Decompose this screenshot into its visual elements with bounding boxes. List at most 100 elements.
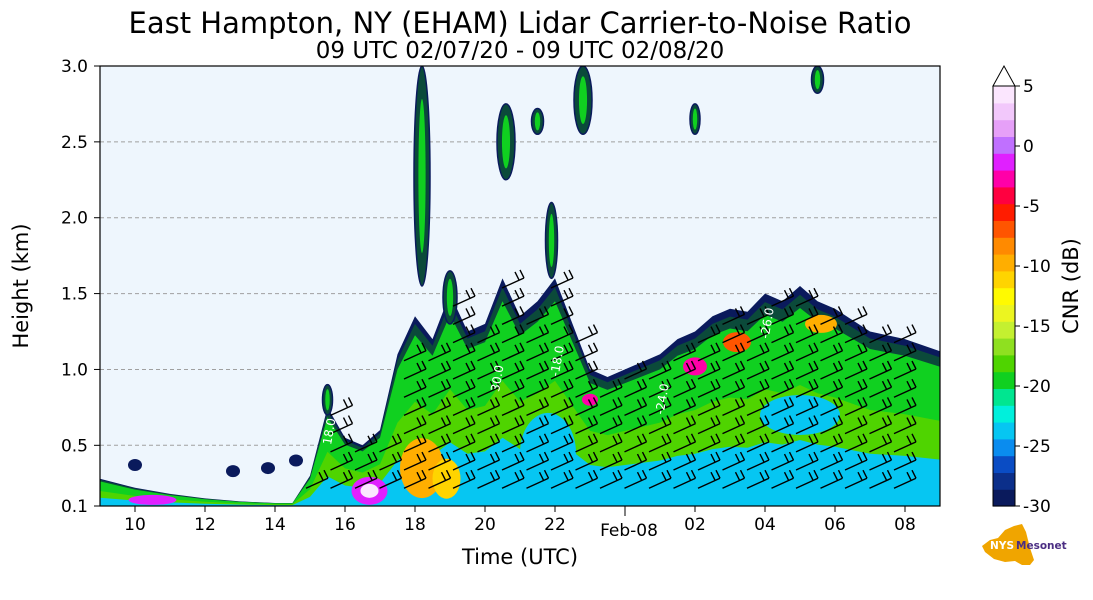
wind-barb xyxy=(820,397,844,417)
contour-label: 30.0 xyxy=(488,364,506,393)
wind-barb xyxy=(746,324,770,344)
cnr-patch xyxy=(582,393,598,406)
wind-barb xyxy=(379,433,403,453)
wind-barb xyxy=(673,469,697,489)
wind-barb xyxy=(820,324,844,344)
wind-barb xyxy=(452,415,476,435)
wind-barb xyxy=(697,397,721,417)
wind-barb xyxy=(697,378,721,398)
wind-barb xyxy=(575,469,599,489)
wind-barb xyxy=(599,397,623,417)
cloud-plume-core xyxy=(325,389,330,411)
wind-barb xyxy=(820,451,844,471)
wind-barb xyxy=(624,397,648,417)
cnr-patch xyxy=(760,394,840,435)
wind-barb xyxy=(820,360,844,380)
wind-barb xyxy=(746,415,770,435)
wind-barb xyxy=(771,287,795,307)
wind-barb xyxy=(575,433,599,453)
wind-barb xyxy=(550,415,574,435)
wind-barb xyxy=(795,415,819,435)
wind-barb xyxy=(673,378,697,398)
wind-barb xyxy=(379,451,403,471)
colorbar-swatch xyxy=(993,170,1015,188)
wind-barb xyxy=(428,433,452,453)
wind-barb xyxy=(771,397,795,417)
wind-barb xyxy=(452,360,476,380)
cnr-blob xyxy=(289,454,303,467)
wind-barb xyxy=(550,306,574,326)
wind-barb xyxy=(599,451,623,471)
wind-barb xyxy=(820,415,844,435)
wind-barb xyxy=(403,378,427,398)
x-tick-label: 22 xyxy=(544,515,566,535)
contour-label: -18.0 xyxy=(548,345,567,378)
colorbar-swatch xyxy=(993,86,1015,104)
colorbar-tick-label: -5 xyxy=(1023,197,1040,217)
wind-barb xyxy=(893,324,917,344)
wind-barb xyxy=(869,397,893,417)
wind-barb xyxy=(550,378,574,398)
y-tick-label: 1.0 xyxy=(61,360,88,380)
wind-barb xyxy=(722,433,746,453)
wind-barb xyxy=(330,451,354,471)
wind-barb xyxy=(477,397,501,417)
cnr-patch xyxy=(432,458,461,499)
wind-barb xyxy=(673,415,697,435)
wind-barb xyxy=(624,415,648,435)
wind-barb xyxy=(403,433,427,453)
wind-barb xyxy=(722,378,746,398)
wind-barb xyxy=(746,378,770,398)
wind-barb xyxy=(354,451,378,471)
wind-barb xyxy=(624,469,648,489)
wind-barb xyxy=(477,378,501,398)
wind-barb xyxy=(452,324,476,344)
wind-barb xyxy=(844,360,868,380)
wind-barb xyxy=(820,433,844,453)
colorbar-swatch xyxy=(993,438,1015,457)
wind-barb xyxy=(452,451,476,471)
wind-barb xyxy=(330,397,354,417)
wind-barb xyxy=(403,342,427,362)
cloud-plume-core xyxy=(692,108,698,130)
wind-barb xyxy=(844,451,868,471)
wind-barb xyxy=(403,415,427,435)
wind-barb xyxy=(869,451,893,471)
wind-barb xyxy=(869,324,893,344)
x-tick-label: 20 xyxy=(474,515,496,535)
wind-barb xyxy=(550,397,574,417)
cloud-plume-core xyxy=(814,70,821,90)
wind-barb xyxy=(648,378,672,398)
y-tick-label: 1.5 xyxy=(61,285,88,305)
wind-barb xyxy=(550,342,574,362)
wind-barb xyxy=(746,433,770,453)
x-tick-label: 10 xyxy=(124,515,146,535)
contour-label: 18.0 xyxy=(320,417,338,446)
wind-barb xyxy=(844,397,868,417)
wind-barb xyxy=(501,378,525,398)
wind-barb xyxy=(869,415,893,435)
wind-barb xyxy=(330,469,354,489)
wind-barb xyxy=(673,433,697,453)
y-axis-label: Height (km) xyxy=(9,223,33,348)
wind-barb xyxy=(305,469,329,489)
colorbar-swatch xyxy=(993,136,1015,154)
wind-barb xyxy=(722,469,746,489)
wind-barb xyxy=(648,397,672,417)
wind-barb xyxy=(575,342,599,362)
y-tick-label: 2.5 xyxy=(61,133,88,153)
wind-barb xyxy=(624,360,648,380)
x-tick-label: 12 xyxy=(194,515,216,535)
x-tick-label: 04 xyxy=(754,515,776,535)
colorbar-swatch xyxy=(993,489,1015,507)
wind-barb xyxy=(844,378,868,398)
colorbar-tick-label: -10 xyxy=(1023,257,1051,277)
wind-barb xyxy=(673,451,697,471)
x-tick-label: 08 xyxy=(894,515,916,535)
wind-barb xyxy=(526,306,550,326)
wind-barb xyxy=(648,451,672,471)
wind-barb xyxy=(844,324,868,344)
y-tick-label: 2.0 xyxy=(61,209,88,229)
wind-barb xyxy=(771,469,795,489)
wind-barb xyxy=(844,342,868,362)
